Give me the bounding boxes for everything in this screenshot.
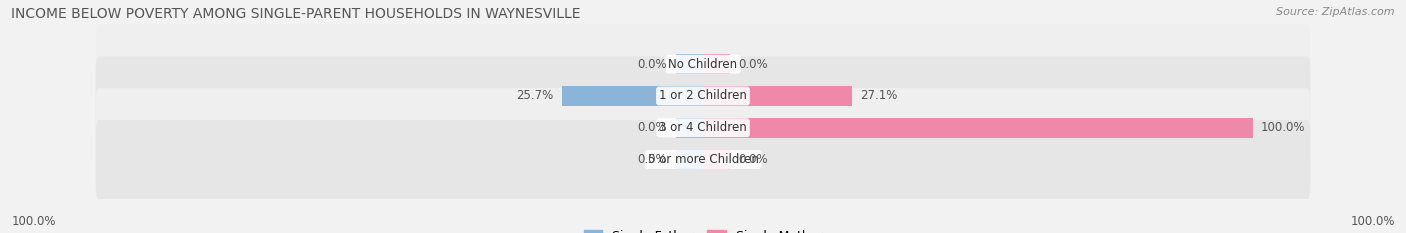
Bar: [675, 54, 703, 74]
FancyBboxPatch shape: [96, 120, 1310, 199]
Text: 0.0%: 0.0%: [638, 153, 668, 166]
Bar: [703, 54, 731, 74]
Text: 100.0%: 100.0%: [11, 215, 56, 228]
Bar: [562, 86, 703, 106]
Text: 0.0%: 0.0%: [638, 58, 668, 71]
Bar: [703, 150, 731, 169]
Text: 1 or 2 Children: 1 or 2 Children: [659, 89, 747, 103]
FancyBboxPatch shape: [96, 56, 1310, 135]
Bar: [703, 86, 852, 106]
Text: 100.0%: 100.0%: [1261, 121, 1305, 134]
Text: 100.0%: 100.0%: [1350, 215, 1395, 228]
Text: INCOME BELOW POVERTY AMONG SINGLE-PARENT HOUSEHOLDS IN WAYNESVILLE: INCOME BELOW POVERTY AMONG SINGLE-PARENT…: [11, 7, 581, 21]
Bar: [675, 118, 703, 137]
Text: 25.7%: 25.7%: [516, 89, 554, 103]
Text: 5 or more Children: 5 or more Children: [648, 153, 758, 166]
Text: 0.0%: 0.0%: [738, 153, 768, 166]
FancyBboxPatch shape: [96, 25, 1310, 104]
Bar: [703, 118, 1253, 137]
FancyBboxPatch shape: [96, 88, 1310, 167]
Text: 3 or 4 Children: 3 or 4 Children: [659, 121, 747, 134]
Text: 27.1%: 27.1%: [860, 89, 897, 103]
Text: 0.0%: 0.0%: [638, 121, 668, 134]
Bar: [675, 150, 703, 169]
Text: Source: ZipAtlas.com: Source: ZipAtlas.com: [1277, 7, 1395, 17]
Legend: Single Father, Single Mother: Single Father, Single Mother: [579, 225, 827, 233]
Text: No Children: No Children: [668, 58, 738, 71]
Text: 0.0%: 0.0%: [738, 58, 768, 71]
